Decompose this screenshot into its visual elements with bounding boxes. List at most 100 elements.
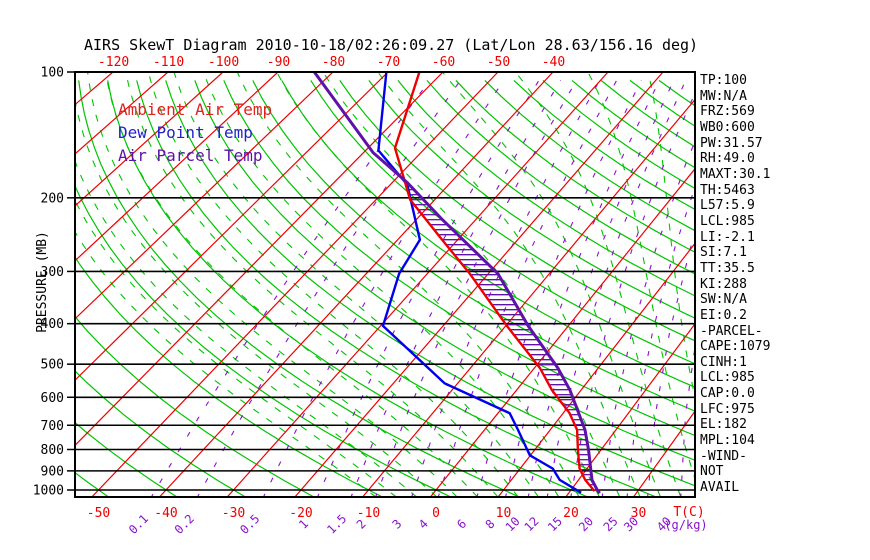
stats-panel: TP:100 MW:N/A FRZ:569 WB0:600 PW:31.57 RH:49.… — [700, 73, 770, 496]
temp-bottom-label: -20 — [289, 506, 312, 521]
stat-line: TH:5463 — [700, 182, 755, 198]
isotherm-line — [633, 410, 695, 497]
dry-adiabat-line — [75, 315, 316, 497]
legend-item-ambient-air-temp: Ambient Air Temp — [118, 100, 273, 119]
pressure-tick-label: 200 — [41, 191, 64, 206]
temp-bottom-label: 30 — [631, 506, 647, 521]
stat-line: TP:100 — [700, 73, 747, 88]
stat-line: CAPE:1079 — [700, 339, 771, 355]
mixing-ratio-line — [316, 80, 540, 497]
temp-top-label: -90 — [267, 55, 290, 70]
pressure-tick-label: 1000 — [33, 484, 64, 499]
stat-line: MW:N/A — [700, 88, 747, 104]
temp-top-label: -100 — [208, 55, 239, 70]
pressure-tick-label: 300 — [41, 265, 64, 280]
dry-adiabat-line — [165, 80, 695, 487]
dry-adiabat-line — [426, 80, 695, 275]
dry-adiabat-line — [513, 79, 695, 211]
mixing-ratio-label: 12 — [521, 514, 541, 534]
dry-adiabat-line — [455, 79, 695, 253]
mixing-ratio-line — [196, 80, 461, 497]
moist-adiabat-line — [202, 72, 560, 497]
moist-adiabat-line — [125, 72, 499, 497]
legend-item-air-parcel-temp: Air Parcel Temp — [118, 146, 263, 165]
pressure-axis-title: PRESSURE (MB) — [35, 231, 50, 333]
stat-line: NOT — [700, 464, 724, 480]
stat-line: -WIND- — [700, 448, 747, 464]
mixing-ratio-label: 25 — [601, 514, 621, 534]
dry-adiabat-line — [310, 80, 695, 365]
stat-line: AVAIL — [700, 480, 740, 496]
mixing-ratio-label: 4 — [416, 517, 431, 532]
mixing-ratio-label: 20 — [576, 514, 596, 534]
dry-adiabat-line — [542, 79, 695, 190]
ambient-temp-curve — [393, 72, 596, 492]
isotherm-line — [75, 72, 169, 155]
pressure-tick-label: 100 — [41, 66, 64, 81]
temp-top-label: -60 — [432, 55, 455, 70]
dry-adiabat-line — [397, 80, 695, 297]
chart-title: AIRS SkewT Diagram 2010-10-18/02:26:09.2… — [84, 36, 699, 54]
dry-adiabat-line — [75, 370, 247, 497]
mixing-ratio-line — [601, 139, 695, 497]
moist-adiabat-line — [75, 199, 397, 497]
pressure-tick-label: 800 — [41, 443, 64, 458]
dry-adiabat-line — [571, 79, 695, 169]
temp-top-label: -40 — [542, 55, 565, 70]
stat-line: PW:31.57 — [700, 135, 763, 151]
parcel-temp-curve — [313, 72, 601, 495]
pressure-tick-label: 500 — [41, 358, 64, 373]
pressure-tick-label: 600 — [41, 391, 64, 406]
dry-adiabat-line — [75, 184, 453, 497]
mixing-ratio-line — [350, 80, 562, 497]
stat-line: CAP:0.0 — [700, 386, 755, 402]
mixing-ratio-line — [504, 80, 660, 497]
isotherm-line — [497, 242, 695, 497]
moist-adiabat-line — [276, 72, 600, 497]
isotherm-line — [159, 72, 554, 497]
stat-line: LI:-2.1 — [700, 229, 755, 245]
temp-bottom-label: -40 — [154, 506, 177, 521]
dry-adiabat-line — [75, 421, 179, 497]
mixing-ratio-line — [411, 80, 601, 497]
mixing-unit-label: (g/kg) — [664, 518, 707, 532]
mixing-ratio-line — [546, 80, 687, 497]
pressure-tick-label: 400 — [41, 317, 64, 332]
isotherm-line — [91, 72, 499, 497]
moist-adiabat-line — [441, 72, 662, 497]
temp-top-label: -50 — [487, 55, 510, 70]
pressure-tick-label: 900 — [41, 464, 64, 479]
stat-line: WB0:600 — [700, 119, 755, 135]
stat-line: LCL:985 — [700, 370, 755, 386]
temp-bottom-label: 10 — [496, 506, 512, 521]
isotherm-line — [362, 98, 695, 497]
moist-adiabat-line — [515, 72, 682, 497]
stat-line: TT:35.5 — [700, 260, 755, 276]
moist-adiabat-line — [322, 72, 621, 497]
stat-line: LCL:985 — [700, 213, 755, 229]
temp-top-label: -80 — [322, 55, 345, 70]
legend-item-dew-point-temp: Dew Point Temp — [118, 123, 253, 142]
mixing-ratio-line — [476, 80, 642, 497]
stat-line: KI:288 — [700, 276, 747, 292]
dry-adiabat-line — [136, 80, 658, 497]
mixing-ratio-label: 15 — [545, 514, 565, 534]
stat-line: SW:N/A — [700, 292, 747, 308]
moist-adiabat-line — [75, 159, 418, 497]
mixing-ratio-label: 0.1 — [126, 512, 151, 537]
mixing-ratio-line — [570, 91, 695, 497]
stat-line: MPL:104 — [700, 433, 755, 449]
temp-bottom-label: 0 — [432, 506, 440, 521]
dry-adiabat-line — [339, 80, 695, 342]
temp-bottom-label: -30 — [222, 506, 245, 521]
stat-line: EI:0.2 — [700, 307, 747, 323]
temp-bottom-label: -10 — [357, 506, 380, 521]
mixing-ratio-line — [437, 80, 618, 497]
temp-unit-label: T(C) — [673, 505, 704, 520]
stat-line: RH:49.0 — [700, 151, 755, 167]
mixing-ratio-label: 3 — [389, 517, 404, 532]
grid-lines — [75, 72, 695, 497]
dry-adiabat-line — [75, 471, 110, 497]
